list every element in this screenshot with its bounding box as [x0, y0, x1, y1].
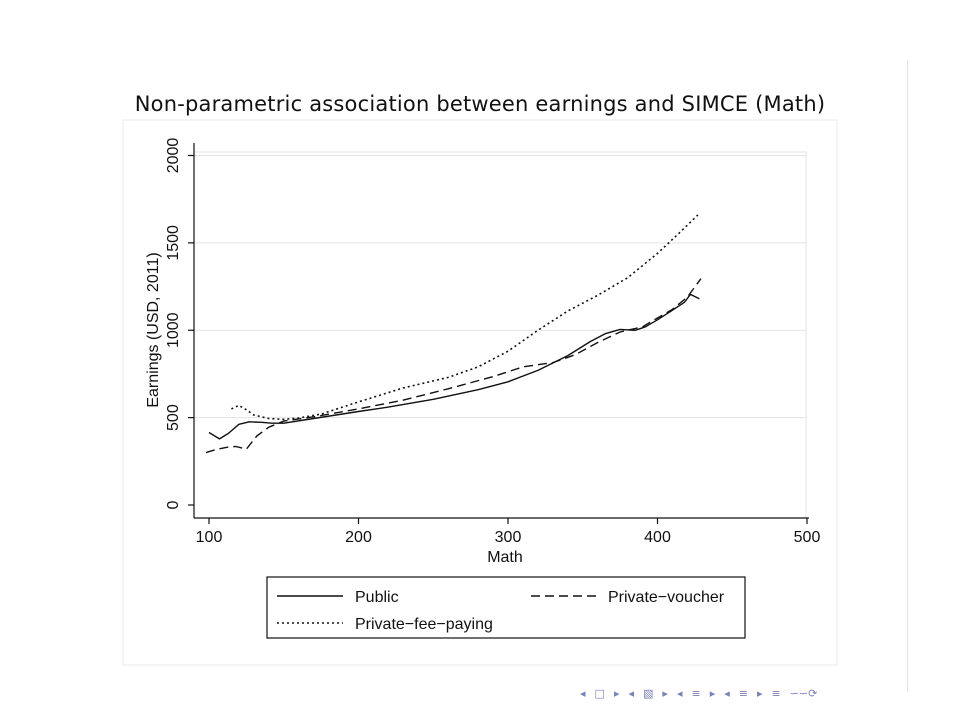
nav-control-4[interactable]: ▧ [643, 686, 654, 700]
legend-label-private-fee-paying: Private−fee−paying [355, 616, 493, 633]
nav-control-5[interactable]: ▸ [662, 686, 668, 700]
legend-box [266, 576, 746, 639]
nav-control-2[interactable]: ▸ [613, 686, 620, 700]
nav-control-7[interactable]: ≡ [691, 686, 701, 700]
legend: Public Private−voucher Private−fee−payin… [266, 576, 746, 639]
nav-control-13[interactable]: ∽∽⟳ [789, 686, 818, 700]
nav-control-9[interactable]: ◂ [724, 686, 730, 700]
slide-title: Non-parametric association between earni… [134, 92, 826, 116]
series-line-2 [231, 214, 699, 421]
y-tick-label-0: 0 [165, 500, 182, 509]
nav-control-3[interactable]: ◂ [628, 686, 634, 700]
x-tick-label-200: 200 [345, 529, 372, 546]
x-tick-label-500: 500 [794, 529, 821, 546]
y-tick-label-1000: 1000 [165, 312, 182, 348]
x-tick-label-300: 300 [495, 529, 522, 546]
y-tick-label-2000: 2000 [165, 138, 182, 174]
y-axis-title: Earnings (USD, 2011) [145, 252, 162, 407]
x-tick-label-100: 100 [196, 529, 223, 546]
axes-layer: 0 500 1000 1500 2000 100 200 300 400 500 [165, 138, 820, 546]
nav-control-1[interactable]: □ [594, 686, 605, 700]
y-tick-label-500: 500 [165, 404, 182, 431]
y-tick-label-1500: 1500 [165, 225, 182, 261]
series-line-1 [205, 278, 702, 454]
beamer-navigation-bar[interactable]: ◂ □ ▸ ◂ ▧ ▸ ◂ ≡ ▸ ◂ ≡ ▸ ≡ ∽∽⟳ [580, 684, 910, 702]
nav-control-6[interactable]: ◂ [676, 686, 683, 700]
legend-label-public: Public [355, 589, 399, 606]
nav-control-12[interactable]: ≡ [771, 686, 781, 700]
series-line-0 [208, 293, 700, 440]
series-layer [205, 214, 702, 454]
nav-control-11[interactable]: ▸ [756, 686, 763, 700]
nav-control-8[interactable]: ▸ [709, 686, 716, 700]
x-axis-title: Math [487, 549, 523, 566]
nav-control-10[interactable]: ≡ [738, 686, 748, 700]
nav-control-0[interactable]: ◂ [580, 686, 586, 700]
legend-label-private-voucher: Private−voucher [608, 589, 725, 606]
plot-region [193, 151, 807, 519]
grid-layer [194, 155, 806, 419]
slide-edge-divider [907, 60, 908, 692]
x-tick-label-400: 400 [644, 529, 671, 546]
